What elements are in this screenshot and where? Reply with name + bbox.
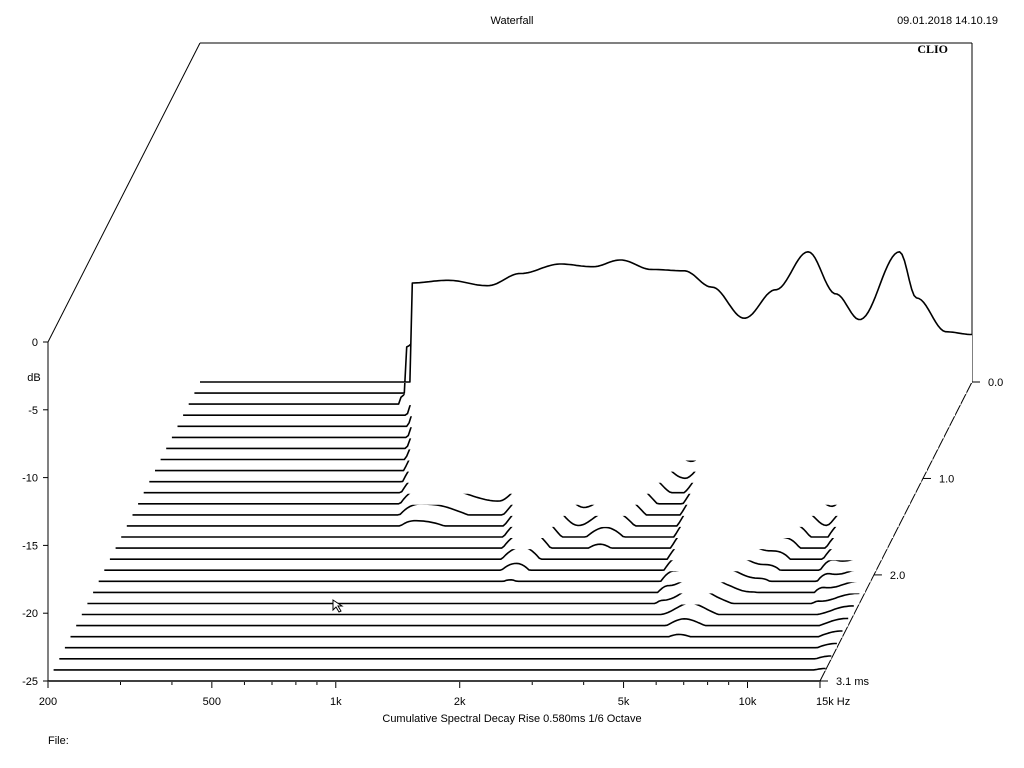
- decay-slice: [59, 655, 832, 660]
- decay-slice: [200, 251, 972, 383]
- y-tick-label: -20: [22, 608, 38, 620]
- x-tick-label: 200: [39, 696, 57, 708]
- x-tick-label: 500: [203, 696, 221, 708]
- z-tick-label: 1.0: [939, 473, 954, 485]
- y-tick-label: -25: [22, 676, 38, 688]
- decay-slice: [64, 642, 837, 649]
- slice-fill: [98, 556, 871, 583]
- depth-edge-left: [47, 42, 201, 343]
- chart-title: Waterfall: [490, 15, 534, 27]
- decay-slice: [81, 602, 854, 616]
- x-tick-label: 2k: [454, 696, 466, 708]
- y-tick-label: -15: [22, 540, 38, 552]
- decay-slice: [93, 571, 866, 594]
- chart-caption: Cumulative Spectral Decay Rise 0.580ms 1…: [382, 713, 642, 725]
- decay-slice: [53, 667, 826, 671]
- y-tick-label: -5: [28, 405, 38, 417]
- x-tick-label: 5k: [618, 696, 630, 708]
- decay-slice: [70, 630, 843, 638]
- slice-fill: [200, 251, 972, 383]
- x-tick-label: 10k: [739, 696, 757, 708]
- brand-logo: CLIO: [917, 42, 948, 56]
- z-tick-label: 0.0: [988, 377, 1003, 389]
- y-tick-label: 0: [32, 337, 38, 349]
- decay-slice: [76, 617, 849, 627]
- decay-slice: [98, 555, 871, 583]
- x-tick-label: 1k: [330, 696, 342, 708]
- x-tick-label: 15k Hz: [816, 696, 850, 708]
- slice-fill: [93, 572, 866, 594]
- z-tick-label: 3.1 ms: [836, 676, 870, 688]
- slice-fill: [109, 524, 882, 561]
- y-axis-label: dB: [27, 372, 40, 384]
- slice-fill: [104, 540, 877, 572]
- y-tick-label: -10: [22, 473, 38, 485]
- z-axis-line: [819, 381, 973, 682]
- decay-slice: [87, 586, 860, 605]
- mouse-cursor-icon: [332, 599, 344, 613]
- slice-fill: [115, 508, 888, 550]
- file-label: File:: [48, 735, 69, 747]
- z-tick-label: 2.0: [890, 570, 905, 582]
- slice-fill: [81, 603, 854, 616]
- timestamp: 09.01.2018 14.10.19: [897, 15, 998, 27]
